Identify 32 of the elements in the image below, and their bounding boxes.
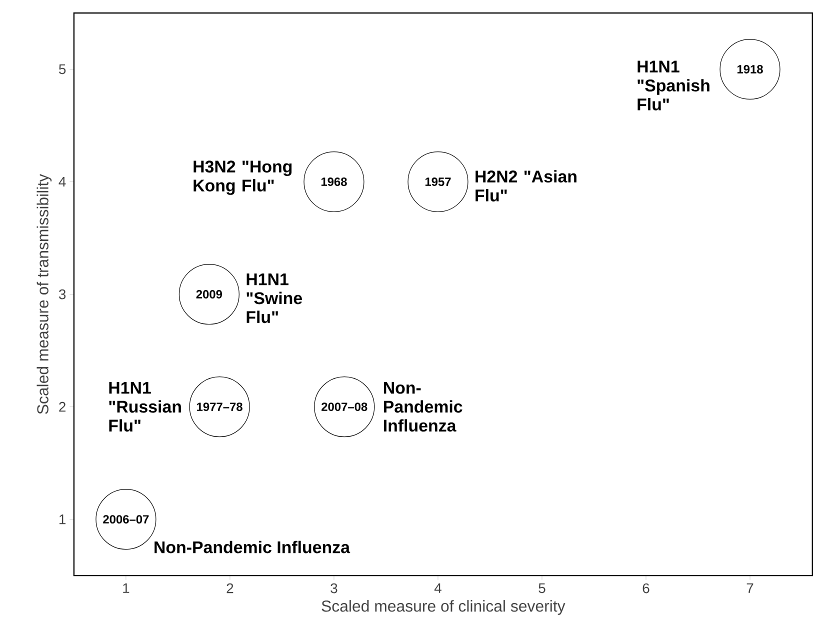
annotation: 1968	[321, 178, 347, 186]
annotation: H1N1 "Swine Flu"	[246, 274, 302, 324]
annotation: 1957	[425, 178, 451, 186]
annotation: 2009	[196, 290, 222, 299]
annotation: H3N2 "Hong Kong Flu"	[194, 160, 292, 196]
y-tick-label: 4	[58, 177, 66, 187]
annotation: H1N1 "Russian Flu"	[109, 382, 181, 432]
y-tick-label: 5	[58, 64, 66, 74]
x-tick-label: 5	[538, 584, 546, 594]
x-tick-label: 6	[642, 584, 650, 594]
y-tick-label: 1	[59, 514, 66, 524]
point	[178, 264, 240, 325]
point	[408, 152, 468, 212]
annotation: 2007–08	[322, 402, 368, 412]
y-tick-label: 3	[58, 290, 66, 300]
annotation: H1N1 "Spanish Flu"	[638, 61, 710, 111]
annotation: 1977–78	[197, 402, 242, 412]
annotation: H2N2 "Asian Flu"	[476, 170, 576, 202]
point	[304, 152, 364, 212]
y-tick-label: 2	[59, 402, 66, 412]
x-tick-label: 2	[226, 584, 234, 594]
x-tick-label: 7	[746, 584, 754, 594]
x-tick-label: 1	[123, 584, 130, 594]
annotation: 1918	[737, 65, 763, 74]
y-axis-title: Scaled measure of transmissibility	[36, 174, 52, 414]
annotation: Non-Pandemic Influenza	[154, 541, 350, 554]
x-tick-label: 3	[330, 584, 338, 594]
point	[720, 39, 780, 100]
annotation: 2006–07	[103, 515, 149, 524]
annotation: Non-Pandemic Influenza	[384, 382, 462, 432]
x-axis-title: Scaled measure of clinical severity	[322, 600, 566, 616]
x-tick-label: 4	[434, 584, 442, 594]
